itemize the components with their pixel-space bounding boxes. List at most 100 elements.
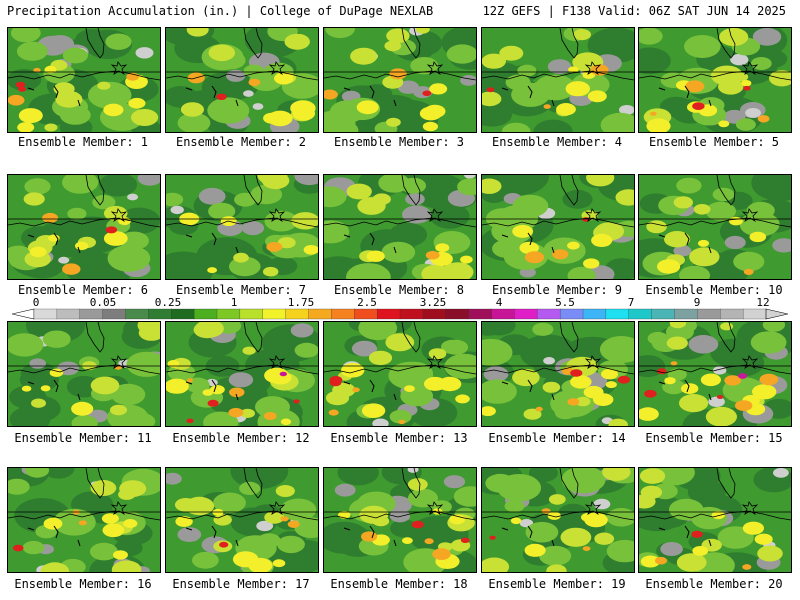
- ensemble-member-label-5: Ensemble Member: 5: [648, 135, 780, 149]
- ensemble-member-map-6: [7, 174, 161, 280]
- ensemble-member-label-16: Ensemble Member: 16: [14, 577, 152, 591]
- ensemble-member-label-13: Ensemble Member: 13: [330, 431, 468, 445]
- colorbar-swatch: [148, 308, 172, 320]
- colorbar-swatch: [445, 308, 470, 320]
- ensemble-member-map-13: [323, 321, 477, 427]
- colorbar-swatch: [720, 308, 744, 320]
- colorbar-label: 1: [230, 296, 238, 309]
- precip-map-9: [482, 175, 634, 279]
- colorbar-swatch: [331, 308, 355, 320]
- ensemble-member-label-6: Ensemble Member: 6: [17, 283, 149, 297]
- colorbar-swatch: [79, 308, 104, 320]
- colorbar-swatch: [354, 308, 378, 320]
- ensemble-member-map-2: [165, 27, 319, 133]
- ensemble-member-map-8: [323, 174, 477, 280]
- ensemble-member-map-20: [638, 467, 792, 573]
- precip-map-7: [166, 175, 318, 279]
- colorbar-label: 0: [32, 296, 40, 309]
- ensemble-member-label-8: Ensemble Member: 8: [333, 283, 465, 297]
- ensemble-member-label-18: Ensemble Member: 18: [330, 577, 468, 591]
- colorbar-swatch: [605, 308, 630, 320]
- precip-map-3: [324, 28, 476, 132]
- ensemble-member-label-12: Ensemble Member: 12: [172, 431, 310, 445]
- ensemble-member-map-18: [323, 467, 477, 573]
- colorbar-label: 0.25: [154, 296, 182, 309]
- colorbar-label: 4: [495, 296, 503, 309]
- ensemble-member-label-3: Ensemble Member: 3: [333, 135, 465, 149]
- colorbar-label: 7: [627, 296, 635, 309]
- colorbar-swatch: [582, 308, 607, 320]
- precip-map-16: [8, 468, 160, 572]
- colorbar-swatch: [468, 308, 492, 320]
- ensemble-member-label-7: Ensemble Member: 7: [175, 283, 307, 297]
- precip-map-14: [482, 322, 634, 426]
- ensemble-member-map-4: [481, 27, 635, 133]
- precip-map-5: [639, 28, 791, 132]
- ensemble-member-map-15: [638, 321, 792, 427]
- precip-map-17: [166, 468, 318, 572]
- colorbar-swatch: [239, 308, 264, 320]
- ensemble-member-map-3: [323, 27, 477, 133]
- colorbar-swatch: [628, 308, 653, 320]
- colorbar-label: 1.75: [287, 296, 315, 309]
- colorbar-swatch: [193, 308, 218, 320]
- ensemble-member-label-15: Ensemble Member: 15: [645, 431, 783, 445]
- colorbar-label: 5.5: [555, 296, 575, 309]
- colorbar-label: 0.05: [89, 296, 117, 309]
- ensemble-member-map-14: [481, 321, 635, 427]
- precip-map-15: [639, 322, 791, 426]
- colorbar-swatch: [262, 308, 287, 320]
- colorbar-swatch: [674, 308, 698, 320]
- header-valid-time: 12Z GEFS | F138 Valid: 06Z SAT JUN 14 20…: [482, 4, 786, 18]
- colorbar-swatch: [559, 308, 584, 320]
- colorbar-swatch: [308, 308, 332, 320]
- colorbar-swatch: [491, 308, 515, 320]
- ensemble-member-map-9: [481, 174, 635, 280]
- precip-map-8: [324, 175, 476, 279]
- colorbar: [12, 308, 788, 320]
- ensemble-member-label-20: Ensemble Member: 20: [645, 577, 783, 591]
- colorbar-max-arrow: [765, 308, 788, 320]
- header-title: Precipitation Accumulation (in.) | Colle…: [7, 4, 434, 18]
- precip-map-11: [8, 322, 160, 426]
- precip-map-6: [8, 175, 160, 279]
- colorbar-labels: 0 0.05 0.25 1 1.75 2.5 3.25 4 5.5 7 9 12: [0, 296, 800, 309]
- precip-map-2: [166, 28, 318, 132]
- colorbar-swatch: [285, 308, 309, 320]
- ensemble-member-label-4: Ensemble Member: 4: [491, 135, 623, 149]
- precip-map-1: [8, 28, 160, 132]
- colorbar-swatch: [422, 308, 447, 320]
- ensemble-member-label-9: Ensemble Member: 9: [491, 283, 623, 297]
- precip-map-18: [324, 468, 476, 572]
- ensemble-member-label-11: Ensemble Member: 11: [14, 431, 152, 445]
- colorbar-label: 3.25: [419, 296, 447, 309]
- ensemble-member-map-17: [165, 467, 319, 573]
- precip-map-20: [639, 468, 791, 572]
- precip-map-12: [166, 322, 318, 426]
- colorbar-swatch: [697, 308, 721, 320]
- ensemble-member-map-10: [638, 174, 792, 280]
- colorbar-swatch: [216, 308, 241, 320]
- colorbar-swatch: [33, 308, 58, 320]
- colorbar-swatch: [102, 308, 126, 320]
- colorbar-swatch: [537, 308, 561, 320]
- precip-map-13: [324, 322, 476, 426]
- ensemble-member-label-17: Ensemble Member: 17: [172, 577, 310, 591]
- colorbar-swatch: [56, 308, 81, 320]
- ensemble-member-map-1: [7, 27, 161, 133]
- precip-map-19: [482, 468, 634, 572]
- colorbar-swatch: [376, 308, 401, 320]
- ensemble-member-map-19: [481, 467, 635, 573]
- colorbar-min-arrow: [12, 308, 35, 320]
- colorbar-label: 2.5: [357, 296, 377, 309]
- ensemble-member-map-11: [7, 321, 161, 427]
- ensemble-member-map-7: [165, 174, 319, 280]
- precip-map-4: [482, 28, 634, 132]
- colorbar-swatch: [514, 308, 538, 320]
- precip-map-10: [639, 175, 791, 279]
- colorbar-swatch: [399, 308, 424, 320]
- ensemble-member-label-2: Ensemble Member: 2: [175, 135, 307, 149]
- colorbar-swatch: [171, 308, 195, 320]
- colorbar-label: 12: [756, 296, 770, 309]
- colorbar-label: 9: [693, 296, 701, 309]
